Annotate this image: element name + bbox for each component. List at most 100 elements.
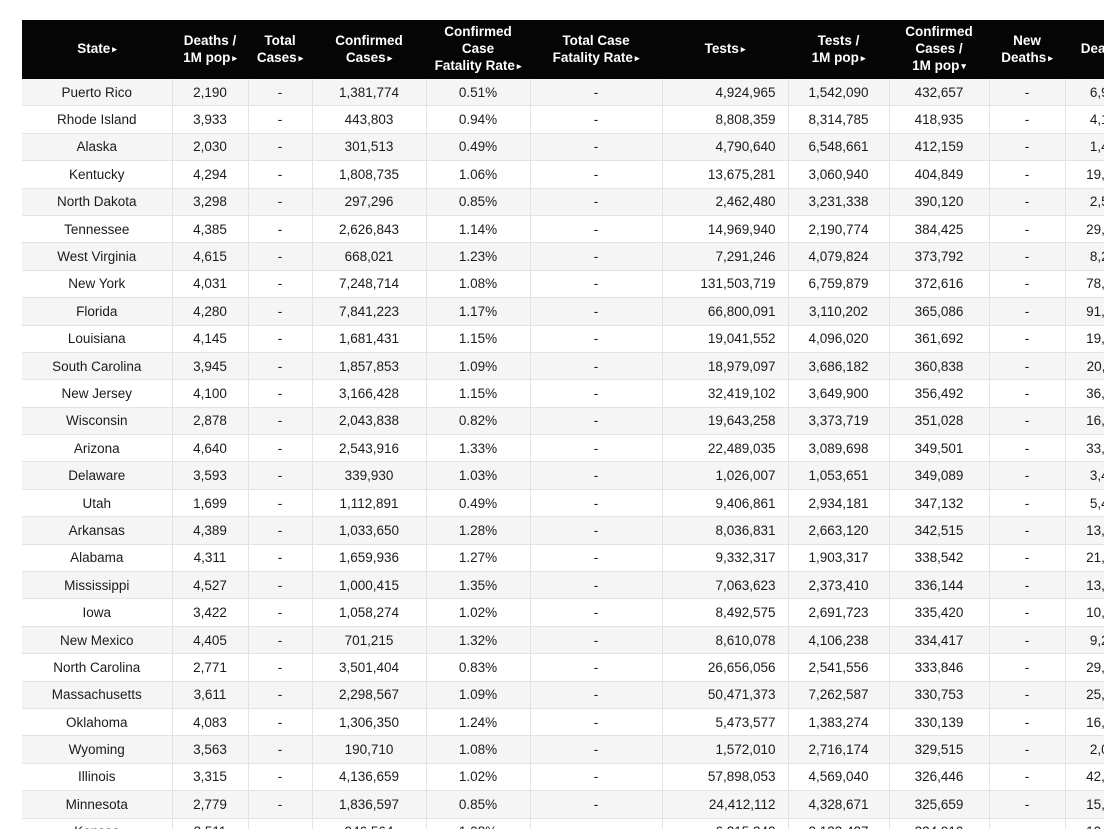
column-header-confirmed-cfr[interactable]: Confirmed Case Fatality Rate ▸	[426, 20, 530, 79]
cell-state: Minnesota	[22, 790, 172, 819]
cell-confirmed-cases: 701,215	[311, 626, 426, 655]
table-row: Florida 4,280-7,841,223 1.17% -66,800,091 3,…	[22, 297, 1104, 326]
cell-cases-1m: 361,692	[888, 325, 989, 353]
table-row: Utah 1,699-1,112,891 0.49% -9,406,861 2,934,…	[22, 489, 1104, 518]
cell-state: Delaware	[22, 461, 172, 490]
cell-state: South Carolina	[22, 352, 172, 381]
cell-confirmed-cfr: 1.06%	[425, 160, 530, 189]
cell-tests: 4,924,965	[661, 79, 788, 107]
cell-tests-1m: 3,110,202	[787, 297, 889, 326]
cell-state: Kansas	[22, 818, 172, 829]
table-row: New Mexico 4,405-701,215 1.32% -8,610,078 4,…	[22, 626, 1104, 655]
cell-tests-1m: 1,383,274	[787, 708, 889, 737]
cell-deaths-1m: 4,100	[171, 379, 248, 408]
cell-deaths-1m: 2,030	[171, 133, 248, 162]
cell-state: Mississippi	[22, 571, 172, 600]
cell-confirmed-cases: 1,381,774	[311, 79, 426, 107]
column-header-tests[interactable]: Tests ▸	[662, 20, 788, 79]
cell-tests-1m: 2,934,181	[787, 489, 889, 518]
sort-arrow-right-icon: ▸	[232, 52, 237, 63]
column-header-cases-1m[interactable]: Confirmed Cases /1M pop ▾	[889, 20, 989, 79]
cell-state: Illinois	[22, 763, 172, 792]
cell-tests: 7,291,246	[661, 242, 788, 271]
cell-cases-1m: 338,542	[888, 544, 989, 573]
cell-confirmed-cfr: 1.08%	[425, 270, 530, 299]
cell-state: Utah	[22, 489, 172, 518]
column-header-confirmed-cases[interactable]: Confirmed Cases ▸	[312, 20, 426, 79]
cell-cases-1m: 326,446	[888, 763, 989, 792]
cell-total-cases: -	[247, 352, 312, 381]
column-header-total-cfr[interactable]: Total Case Fatality Rate ▸	[530, 20, 662, 79]
cell-deaths: 2,062	[1064, 735, 1104, 764]
cell-confirmed-cfr: 1.23%	[425, 242, 530, 271]
cell-tests: 6,215,342	[661, 818, 788, 829]
cell-tests: 1,026,007	[661, 461, 788, 490]
cell-cases-1m: 335,420	[888, 598, 989, 627]
column-header-new-deaths[interactable]: New Deaths ▸	[989, 20, 1065, 79]
column-header-deaths[interactable]: Deaths▸	[1065, 20, 1104, 79]
cell-deaths-1m: 3,933	[171, 105, 248, 134]
cell-total-cases: -	[247, 763, 312, 792]
cell-deaths: 15,675	[1064, 790, 1104, 819]
cell-confirmed-cfr: 1.27%	[425, 544, 530, 573]
cell-cases-1m: 324,910	[888, 818, 989, 829]
sort-arrow-down-icon: ▾	[961, 61, 966, 71]
cell-tests: 7,063,623	[661, 571, 788, 600]
cell-state: New Jersey	[22, 379, 172, 408]
cell-deaths: 10,797	[1064, 598, 1104, 627]
table-row: Illinois 3,315-4,136,659 1.02% -57,898,053 4…	[22, 763, 1104, 792]
cell-new-deaths: -	[988, 379, 1065, 408]
column-header-tests-1m[interactable]: Tests /1M pop ▸	[788, 20, 889, 79]
sort-arrow-right-icon: ▸	[516, 61, 522, 71]
cell-total-cfr: -	[529, 407, 662, 436]
column-header-deaths-1m[interactable]: Deaths /1M pop ▸	[172, 20, 248, 79]
cell-tests: 4,790,640	[661, 133, 788, 162]
cell-total-cfr: -	[529, 297, 662, 326]
cell-total-cfr: -	[529, 434, 662, 463]
sort-arrow-right-icon: ▸	[860, 52, 866, 63]
table-row: Oklahoma 4,083-1,306,350 1.24% -5,473,577 1,…	[22, 708, 1104, 737]
cell-total-cfr: -	[529, 818, 662, 829]
cell-tests-1m: 2,716,174	[787, 735, 889, 764]
cell-state: Alabama	[22, 544, 172, 573]
cell-new-deaths: -	[988, 297, 1065, 326]
cell-cases-1m: 349,089	[888, 461, 989, 490]
cell-confirmed-cfr: 1.35%	[425, 571, 530, 600]
cell-total-cases: -	[247, 407, 312, 436]
cell-total-cfr: -	[529, 188, 662, 216]
cell-tests-1m: 1,542,090	[787, 79, 889, 107]
cell-confirmed-cases: 7,248,714	[311, 270, 426, 299]
cell-confirmed-cases: 1,000,415	[311, 571, 426, 600]
cell-total-cfr: -	[529, 681, 662, 709]
cell-tests-1m: 2,190,774	[787, 215, 889, 244]
cell-total-cfr: -	[529, 242, 662, 271]
cell-total-cases: -	[247, 79, 312, 107]
cell-cases-1m: 336,144	[888, 571, 989, 600]
cell-new-deaths: -	[988, 325, 1065, 353]
cell-tests: 8,610,078	[661, 626, 788, 655]
cell-total-cases: -	[247, 598, 312, 627]
cell-tests-1m: 4,569,040	[787, 763, 889, 792]
cell-tests-1m: 2,541,556	[787, 653, 889, 682]
cell-state: West Virginia	[22, 242, 172, 271]
cell-state: Alaska	[22, 133, 172, 162]
cell-deaths-1m: 3,298	[171, 188, 248, 216]
cell-deaths: 13,246	[1064, 516, 1104, 545]
cell-state: North Dakota	[22, 188, 172, 216]
cell-new-deaths: -	[988, 352, 1065, 381]
cell-tests: 19,643,258	[661, 407, 788, 436]
cell-confirmed-cfr: 1.09%	[425, 352, 530, 381]
column-header-state[interactable]: State ▸	[22, 20, 172, 79]
cell-deaths: 8,247	[1064, 242, 1104, 271]
cell-state: Kentucky	[22, 160, 172, 189]
cell-deaths-1m: 4,280	[171, 297, 248, 326]
cell-deaths: 33,774	[1064, 434, 1104, 463]
cell-tests-1m: 2,691,723	[787, 598, 889, 627]
cell-confirmed-cases: 2,626,843	[311, 215, 426, 244]
cell-total-cfr: -	[529, 735, 662, 764]
cell-deaths: 19,183	[1064, 160, 1104, 189]
column-header-total-cases[interactable]: Total Cases ▸	[248, 20, 312, 79]
cell-deaths: 13,474	[1064, 571, 1104, 600]
cell-total-cfr: -	[529, 160, 662, 189]
cell-tests: 8,492,575	[661, 598, 788, 627]
